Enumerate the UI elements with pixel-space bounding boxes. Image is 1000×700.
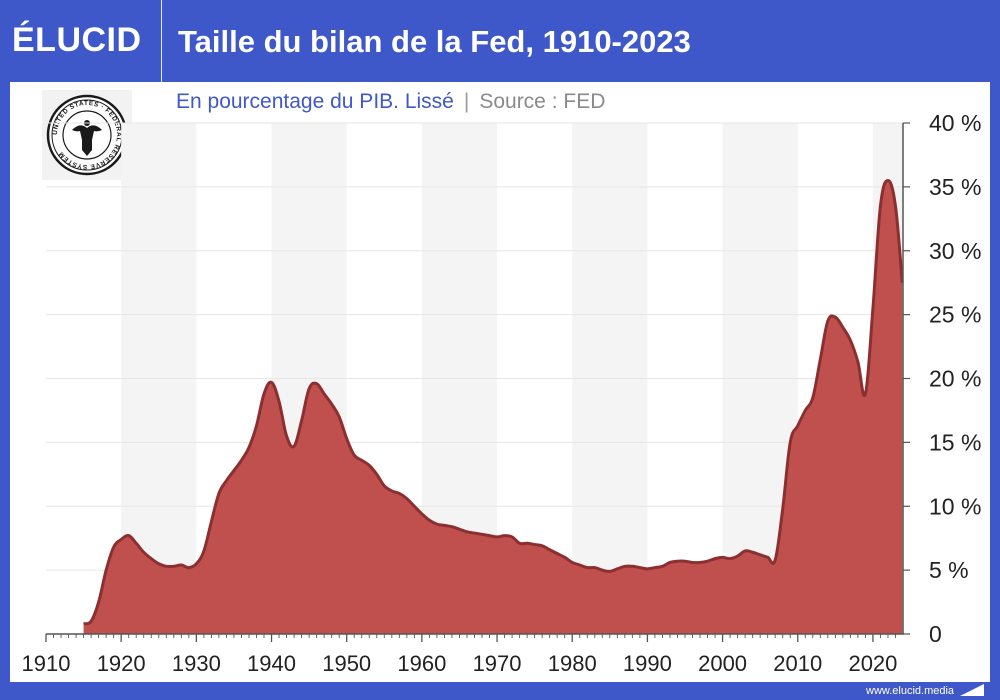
x-axis-labels: 1910 1920 1930 1940 1950 1960 1970 1980 1990 2000… [22, 651, 898, 676]
footer-url[interactable]: www.elucid.media [866, 685, 955, 697]
subtitle-source: Source : FED [479, 90, 606, 113]
y-tick-label: 10 % [929, 493, 981, 519]
elucid-flag-icon [960, 684, 984, 696]
x-tick-label: 1910 [22, 651, 71, 676]
header-divider [161, 0, 162, 82]
y-tick-label: 5 % [929, 557, 969, 583]
y-tick-label: 40 % [929, 110, 981, 136]
y-tick-label: 0 [929, 621, 942, 647]
x-tick-label: 1940 [247, 651, 296, 676]
x-tick-label: 1920 [97, 651, 146, 676]
series-line [83, 178, 904, 626]
y-tick-label: 30 % [929, 238, 981, 264]
x-tick-label: 2000 [698, 651, 747, 676]
x-tick-label: 1960 [397, 651, 446, 676]
y-tick-label: 20 % [929, 366, 981, 392]
x-tick-label: 2010 [773, 651, 822, 676]
header-bar: ÉLUCID Taille du bilan de la Fed, 1910-2… [0, 0, 1000, 82]
area-fill [83, 180, 903, 635]
x-tick-label: 1930 [172, 651, 221, 676]
x-tick-label: 1950 [322, 651, 371, 676]
chart-subtitle: En pourcentage du PIB. Lissé | Source : FE… [176, 88, 605, 116]
subtitle-separator: | [463, 90, 470, 113]
x-tick-label: 1980 [548, 651, 597, 676]
y-tick-label: 25 % [929, 302, 981, 328]
seal-container: UNITED STATES · FEDERAL RESERVE SYSTEM [42, 90, 132, 180]
y-tick-label: 35 % [929, 174, 981, 200]
x-tick-label: 1990 [623, 651, 672, 676]
x-tick-label: 1970 [473, 651, 522, 676]
elucid-logo[interactable]: ÉLUCID [12, 21, 142, 59]
axes [45, 122, 910, 642]
y-tick-label: 15 % [929, 429, 981, 455]
page-title: Taille du bilan de la Fed, 1910-2023 [178, 24, 691, 59]
area-series [83, 178, 904, 635]
x-tick-label: 2020 [848, 651, 897, 676]
subtitle-main: En pourcentage du PIB. Lissé [176, 90, 454, 113]
y-axis-labels: 0 5 % 10 % 15 % 20 % 25 % 30 % 35 % 40 % [929, 110, 981, 647]
